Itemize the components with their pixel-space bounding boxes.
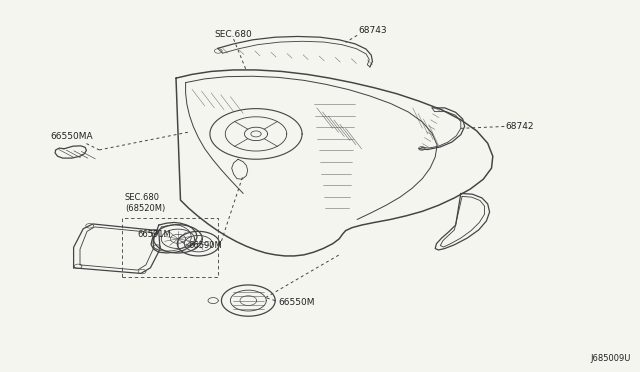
- Text: 66590M: 66590M: [189, 241, 223, 250]
- Text: 66591M: 66591M: [138, 230, 172, 239]
- Text: SEC.680: SEC.680: [125, 193, 160, 202]
- Text: 68743: 68743: [358, 26, 387, 35]
- Text: 68742: 68742: [506, 122, 534, 131]
- Text: J685009U: J685009U: [590, 354, 630, 363]
- Text: (68520M): (68520M): [125, 204, 165, 213]
- Text: SEC.680: SEC.680: [215, 30, 252, 39]
- Text: 66550M: 66550M: [278, 298, 315, 307]
- Text: 66550MA: 66550MA: [50, 132, 93, 141]
